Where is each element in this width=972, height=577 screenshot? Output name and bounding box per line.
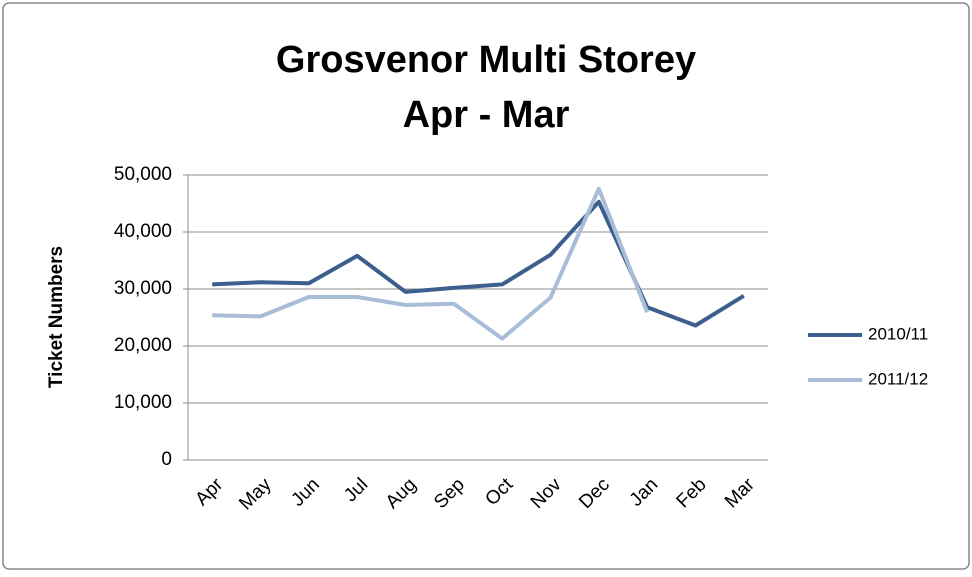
chart-title: Grosvenor Multi Storey (276, 39, 696, 81)
y-tick-label: 10,000 (114, 392, 172, 413)
legend-label: 2010/11 (868, 324, 928, 343)
series-line (212, 186, 650, 341)
series-line (212, 199, 745, 328)
chart-title: Apr - Mar (403, 94, 570, 136)
y-tick-label: 40,000 (114, 221, 172, 242)
y-axis-label: Ticket Numbers (46, 246, 67, 388)
legend-label: 2011/12 (868, 369, 928, 388)
y-tick-label: 0 (161, 449, 172, 470)
y-tick-label: 30,000 (114, 278, 172, 299)
y-tick-label: 50,000 (114, 164, 172, 185)
y-tick-label: 20,000 (114, 335, 172, 356)
